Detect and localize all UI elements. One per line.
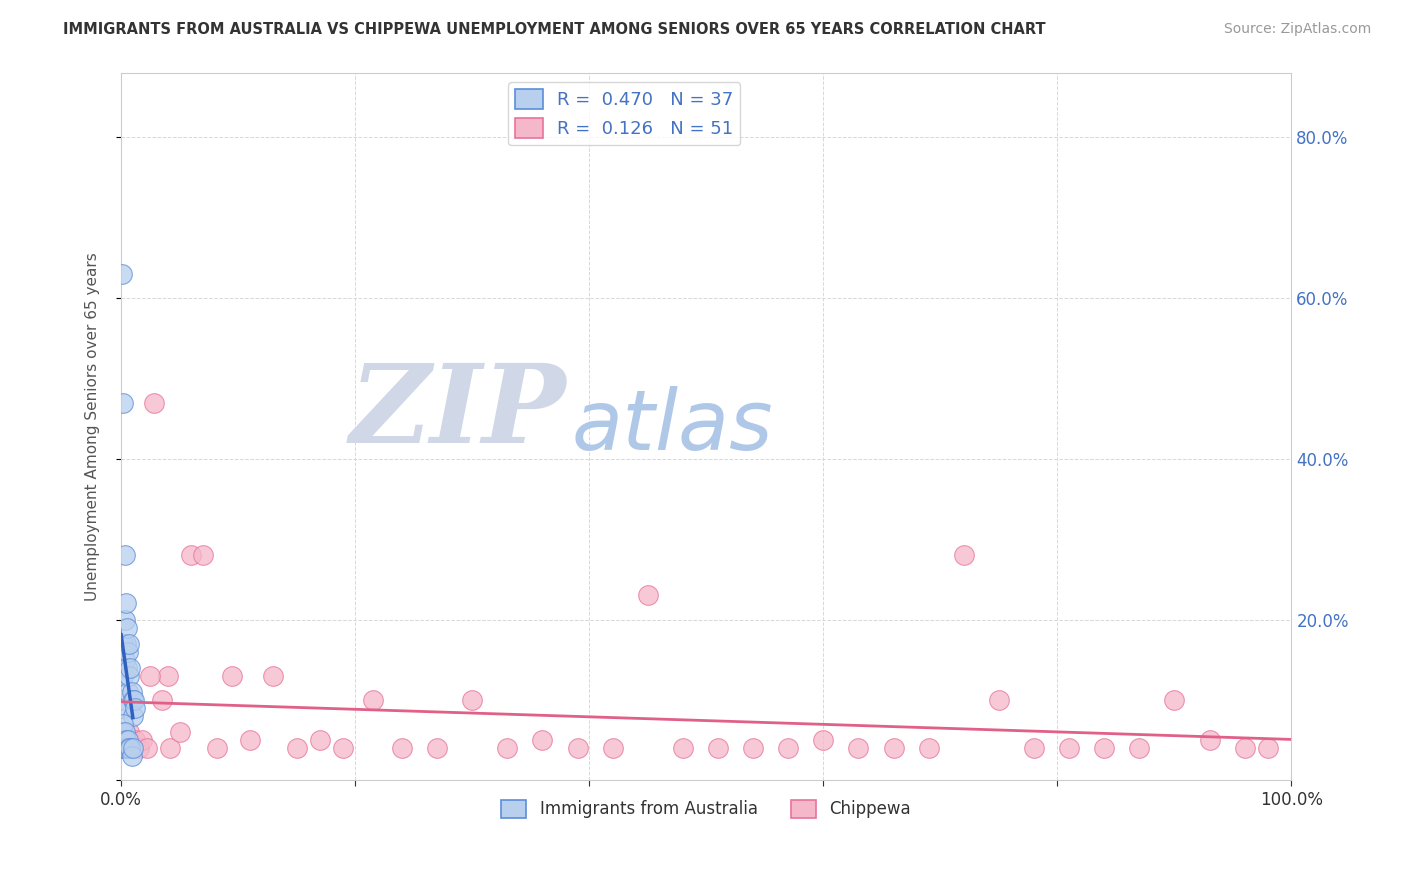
Point	[112, 717, 135, 731]
Point	[135, 741, 157, 756]
Point	[124, 701, 146, 715]
Point	[112, 395, 135, 409]
Point	[118, 725, 141, 739]
Point	[115, 661, 138, 675]
Point	[1163, 693, 1185, 707]
Point	[111, 725, 134, 739]
Point	[114, 733, 136, 747]
Point	[142, 395, 165, 409]
Point	[239, 733, 262, 747]
Point	[952, 548, 974, 562]
Point	[637, 589, 659, 603]
Point	[111, 741, 134, 756]
Point	[285, 741, 308, 756]
Legend: Immigrants from Australia, Chippewa: Immigrants from Australia, Chippewa	[495, 793, 918, 825]
Point	[114, 548, 136, 562]
Point	[128, 741, 150, 756]
Point	[120, 741, 142, 756]
Point	[114, 653, 136, 667]
Text: Source: ZipAtlas.com: Source: ZipAtlas.com	[1223, 22, 1371, 37]
Point	[131, 733, 153, 747]
Point	[112, 637, 135, 651]
Point	[1022, 741, 1045, 756]
Point	[672, 741, 695, 756]
Point	[121, 749, 143, 764]
Point	[742, 741, 765, 756]
Point	[139, 669, 162, 683]
Point	[169, 725, 191, 739]
Point	[111, 741, 134, 756]
Point	[1233, 741, 1256, 756]
Text: IMMIGRANTS FROM AUSTRALIA VS CHIPPEWA UNEMPLOYMENT AMONG SENIORS OVER 65 YEARS C: IMMIGRANTS FROM AUSTRALIA VS CHIPPEWA UN…	[63, 22, 1046, 37]
Point	[114, 725, 136, 739]
Point	[121, 741, 143, 756]
Point	[118, 637, 141, 651]
Point	[115, 741, 138, 756]
Point	[778, 741, 800, 756]
Point	[917, 741, 939, 756]
Point	[426, 741, 449, 756]
Point	[707, 741, 730, 756]
Point	[531, 733, 554, 747]
Y-axis label: Unemployment Among Seniors over 65 years: Unemployment Among Seniors over 65 years	[86, 252, 100, 601]
Point	[262, 669, 284, 683]
Point	[205, 741, 228, 756]
Point	[221, 669, 243, 683]
Point	[115, 741, 138, 756]
Point	[180, 548, 202, 562]
Point	[813, 733, 835, 747]
Point	[121, 693, 143, 707]
Point	[1257, 741, 1279, 756]
Point	[1092, 741, 1115, 756]
Point	[361, 693, 384, 707]
Point	[118, 669, 141, 683]
Point	[114, 597, 136, 611]
Point	[156, 669, 179, 683]
Point	[1057, 741, 1080, 756]
Point	[117, 733, 139, 747]
Point	[496, 741, 519, 756]
Point	[121, 685, 143, 699]
Point	[120, 661, 142, 675]
Point	[121, 741, 143, 756]
Point	[117, 645, 139, 659]
Point	[1198, 733, 1220, 747]
Point	[124, 733, 146, 747]
Point	[114, 637, 136, 651]
Point	[112, 701, 135, 715]
Point	[111, 725, 134, 739]
Point	[848, 741, 870, 756]
Text: atlas: atlas	[572, 386, 773, 467]
Point	[150, 693, 173, 707]
Point	[191, 548, 214, 562]
Point	[159, 741, 181, 756]
Point	[391, 741, 413, 756]
Point	[309, 733, 332, 747]
Point	[122, 693, 145, 707]
Point	[114, 741, 136, 756]
Point	[111, 267, 134, 281]
Point	[1128, 741, 1150, 756]
Point	[111, 693, 134, 707]
Point	[115, 621, 138, 635]
Point	[883, 741, 905, 756]
Point	[121, 709, 143, 723]
Point	[112, 669, 135, 683]
Point	[987, 693, 1010, 707]
Text: ZIP: ZIP	[349, 359, 565, 467]
Point	[112, 741, 135, 756]
Point	[114, 613, 136, 627]
Point	[461, 693, 484, 707]
Point	[567, 741, 589, 756]
Point	[602, 741, 624, 756]
Point	[332, 741, 354, 756]
Point	[118, 741, 141, 756]
Point	[117, 685, 139, 699]
Point	[114, 733, 136, 747]
